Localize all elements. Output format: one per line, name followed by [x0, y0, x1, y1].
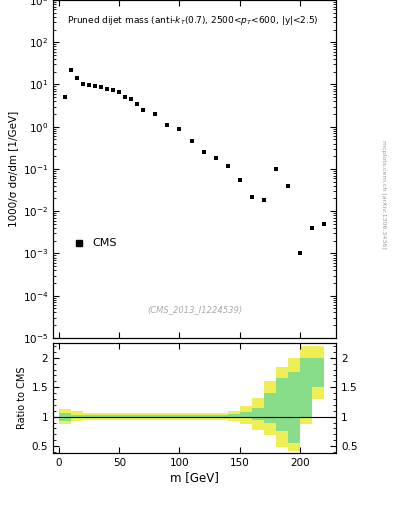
Text: (CMS_2013_I1224539): (CMS_2013_I1224539) [147, 305, 242, 314]
Y-axis label: Ratio to CMS: Ratio to CMS [17, 367, 28, 430]
Text: CMS: CMS [93, 238, 117, 248]
Text: Pruned dijet mass (anti-$k_T$(0.7), 2500<$p_T$<600, |y|<2.5): Pruned dijet mass (anti-$k_T$(0.7), 2500… [67, 13, 319, 27]
Y-axis label: 1000/σ dσ/dm [1/GeV]: 1000/σ dσ/dm [1/GeV] [8, 111, 18, 227]
Text: mcplots.cern.ch [arXiv:1306.3436]: mcplots.cern.ch [arXiv:1306.3436] [381, 140, 386, 249]
X-axis label: m [GeV]: m [GeV] [170, 471, 219, 484]
